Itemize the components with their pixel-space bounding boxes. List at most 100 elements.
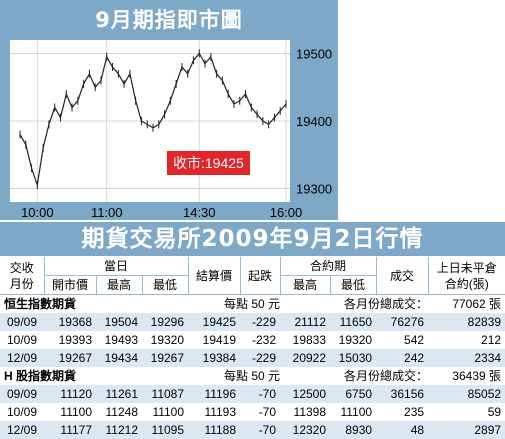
table-cell: 21112: [280, 313, 331, 331]
table-cell: 542: [376, 331, 429, 349]
table-cell: 12/09: [0, 349, 44, 367]
table-cell: 19434: [96, 349, 142, 367]
change-header: 起跌: [240, 257, 281, 295]
table-cell: -70: [240, 421, 281, 439]
table-cell: 19419: [188, 331, 241, 349]
section-total: 36439 張: [428, 367, 505, 385]
volume-header: 成交: [376, 257, 429, 295]
table-cell: 8930: [330, 421, 377, 439]
y-tick-label: 19300: [296, 182, 332, 197]
table-row: 10/09 11100 11248 11100 11193 -70 11398 11100 23…: [0, 403, 505, 421]
high-header: 最高: [96, 275, 143, 295]
day-group-header: 當日: [44, 257, 189, 276]
low-header: 最低: [142, 275, 189, 295]
table-cell: 11120: [44, 385, 96, 403]
table-cell: 2897: [428, 421, 505, 439]
table-cell: 19384: [188, 349, 241, 367]
table-row: 12/09 19267 19434 19267 19384 -229 20922 15030 2…: [0, 349, 505, 367]
table-cell: 82839: [428, 313, 505, 331]
settle-header: 結算價: [188, 257, 241, 295]
table-cell: 12/09: [0, 421, 44, 439]
table-cell: 10/09: [0, 331, 44, 349]
table-cell: 19368: [44, 313, 96, 331]
contract-group-header: 合約期: [280, 257, 377, 276]
table-row: 09/09 11120 11261 11087 11196 -70 12500 6750 361…: [0, 385, 505, 403]
table-cell: -70: [240, 403, 281, 421]
contract-low-header: 最低: [330, 275, 377, 295]
x-tick-label: 16:00: [270, 205, 303, 220]
table-cell: 11087: [142, 385, 189, 403]
table-cell: 09/09: [0, 385, 44, 403]
table-cell: 11193: [188, 403, 241, 421]
contract-high-header: 最高: [280, 275, 331, 295]
table-cell: 11398: [280, 403, 331, 421]
section-header-row: 恒生指數期貨 每點 50 元各月份總成交： 77062 張: [0, 294, 505, 313]
section-total-label: 各月份總成交：: [280, 294, 429, 313]
table-cell: 11261: [96, 385, 142, 403]
table-cell: 11196: [188, 385, 241, 403]
table-cell: 12500: [280, 385, 331, 403]
header-row-2: 開市價 最高 最低 最高 最低: [0, 275, 505, 295]
table-cell: -70: [240, 385, 281, 403]
table-cell: 19267: [142, 349, 189, 367]
table-cell: 09/09: [0, 313, 44, 331]
table-cell: 85052: [428, 385, 505, 403]
table-cell: 11188: [188, 421, 241, 439]
x-tick-label: 14:30: [183, 205, 216, 220]
section-name: 恒生指數期貨: [0, 294, 142, 313]
futures-table: 交收 月份 當日 結算價 起跌 合約期 成交 上日未平倉 合約(張) 開市價 最高 …: [0, 257, 505, 439]
table-cell: -232: [240, 331, 281, 349]
table-cell: 19833: [280, 331, 331, 349]
table-cell: 11100: [44, 403, 96, 421]
section-total: 77062 張: [428, 294, 505, 313]
section-header-row: H 股指數期貨 每點 50 元各月份總成交： 36439 張: [0, 367, 505, 385]
table-cell: -229: [240, 349, 281, 367]
col-month-header: 交收 月份: [0, 257, 45, 295]
table-cell: 19504: [96, 313, 142, 331]
table-row: 10/09 19393 19493 19320 19419 -232 19833 19320 5…: [0, 331, 505, 349]
section-point-value: 每點 50 元: [142, 294, 281, 313]
table-cell: 11177: [44, 421, 96, 439]
oi-header: 上日未平倉 合約(張): [428, 257, 505, 295]
open-header: 開市價: [44, 275, 97, 295]
table-cell: 11095: [142, 421, 189, 439]
table-cell: 76276: [376, 313, 429, 331]
table-cell: 12320: [280, 421, 331, 439]
table-row: 09/09 19368 19504 19296 19425 -229 21112 11650 7…: [0, 313, 505, 331]
close-label: 收市:19425: [167, 151, 250, 175]
section-point-value: 每點 50 元: [142, 367, 281, 385]
table-cell: 11100: [142, 403, 189, 421]
chart-svg: 19500 19400 19300 10:00 11:00 14:30 16:00: [10, 40, 332, 220]
table-cell: 2334: [428, 349, 505, 367]
table-cell: 11248: [96, 403, 142, 421]
chart-title: 9月期指即市圖: [95, 8, 243, 32]
table-cell: 212: [428, 331, 505, 349]
y-tick-label: 19400: [296, 114, 332, 129]
table-cell: 19425: [188, 313, 241, 331]
table-cell: 59: [428, 403, 505, 421]
x-tick-label: 10:00: [21, 205, 54, 220]
table-cell: 19296: [142, 313, 189, 331]
table-cell: 19267: [44, 349, 96, 367]
table-cell: 19320: [330, 331, 377, 349]
table-cell: 6750: [330, 385, 377, 403]
x-tick-label: 11:00: [91, 205, 123, 220]
table-cell: 11100: [330, 403, 377, 421]
section-name: H 股指數期貨: [0, 367, 142, 385]
y-tick-label: 19500: [296, 47, 332, 62]
table-row: 12/09 11177 11212 11095 11188 -70 12320 8930 48 2…: [0, 421, 505, 439]
table-cell: 11650: [330, 313, 377, 331]
table-cell: 36156: [376, 385, 429, 403]
table-cell: 11212: [96, 421, 142, 439]
table-cell: 20922: [280, 349, 331, 367]
table-cell: 15030: [330, 349, 377, 367]
table-cell: 10/09: [0, 403, 44, 421]
header-row-1: 交收 月份 當日 結算價 起跌 合約期 成交 上日未平倉 合約(張): [0, 257, 505, 295]
section-total-label: 各月份總成交：: [280, 367, 429, 385]
table-cell: 19393: [44, 331, 96, 349]
chart-panel: 19500 19400 19300 10:00 11:00 14:30 16:00 9月期…: [0, 0, 338, 220]
table-cell: 19493: [96, 331, 142, 349]
market-banner: 期貨交易所2009年9月2日行情: [0, 222, 505, 256]
table-cell: 19320: [142, 331, 189, 349]
